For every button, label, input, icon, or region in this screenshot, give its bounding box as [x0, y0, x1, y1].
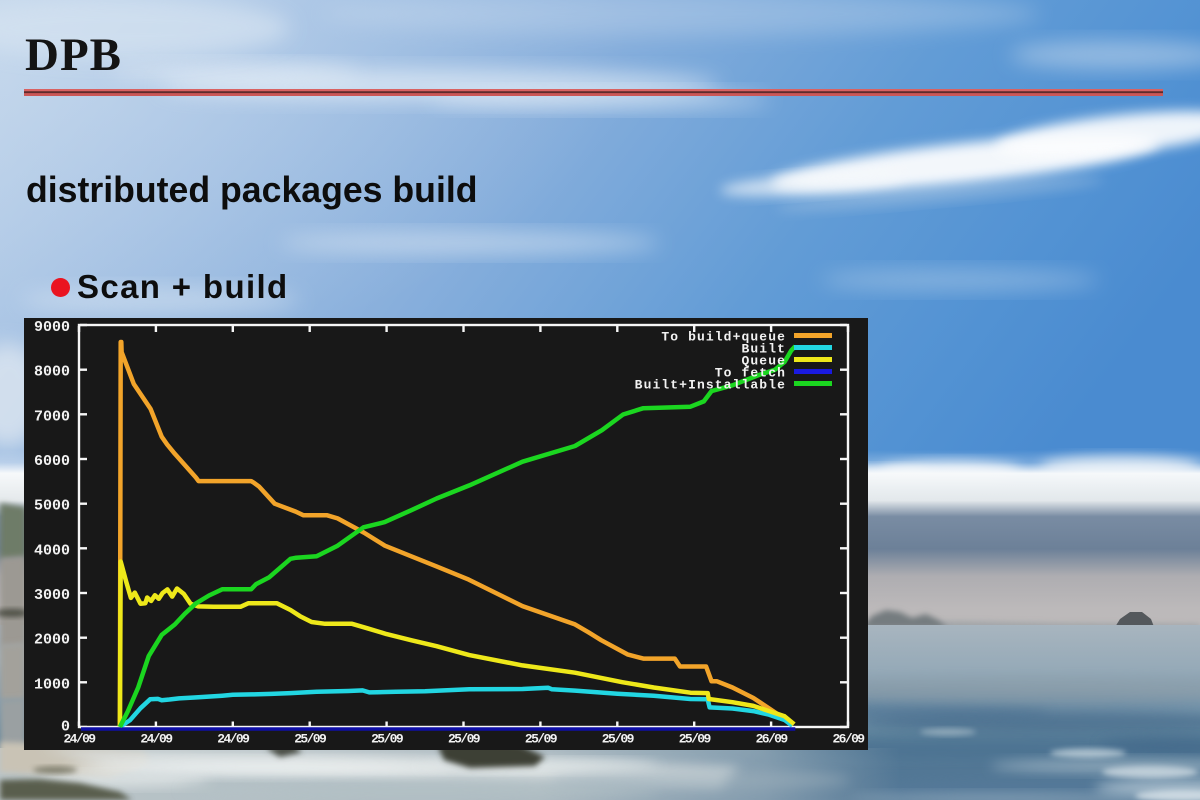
svg-text:6000: 6000 [34, 453, 70, 470]
svg-text:To fetch: To fetch [715, 366, 786, 381]
svg-text:Built+Installable: Built+Installable [635, 378, 786, 393]
svg-text:26/09: 26/09 [832, 732, 865, 747]
svg-text:24/09: 24/09 [217, 732, 250, 747]
svg-text:9000: 9000 [34, 319, 70, 336]
svg-text:0: 0 [61, 719, 70, 736]
svg-text:25/09: 25/09 [679, 732, 712, 747]
svg-text:25/09: 25/09 [371, 732, 404, 747]
svg-text:25/09: 25/09 [294, 732, 327, 747]
svg-text:4000: 4000 [34, 542, 70, 559]
svg-text:3000: 3000 [34, 587, 70, 604]
svg-text:8000: 8000 [34, 364, 70, 381]
svg-text:26/09: 26/09 [756, 732, 789, 747]
svg-text:25/09: 25/09 [525, 732, 558, 747]
svg-text:24/09: 24/09 [140, 732, 173, 747]
svg-text:To build+queue: To build+queue [661, 330, 786, 345]
svg-text:Queue: Queue [741, 354, 786, 369]
svg-text:7000: 7000 [34, 408, 70, 425]
svg-text:2000: 2000 [34, 632, 70, 649]
svg-text:25/09: 25/09 [448, 732, 481, 747]
svg-text:1000: 1000 [34, 676, 70, 693]
svg-text:25/09: 25/09 [602, 732, 635, 747]
svg-text:Built: Built [741, 342, 786, 357]
svg-text:24/09: 24/09 [63, 732, 96, 747]
svg-text:5000: 5000 [34, 498, 70, 515]
